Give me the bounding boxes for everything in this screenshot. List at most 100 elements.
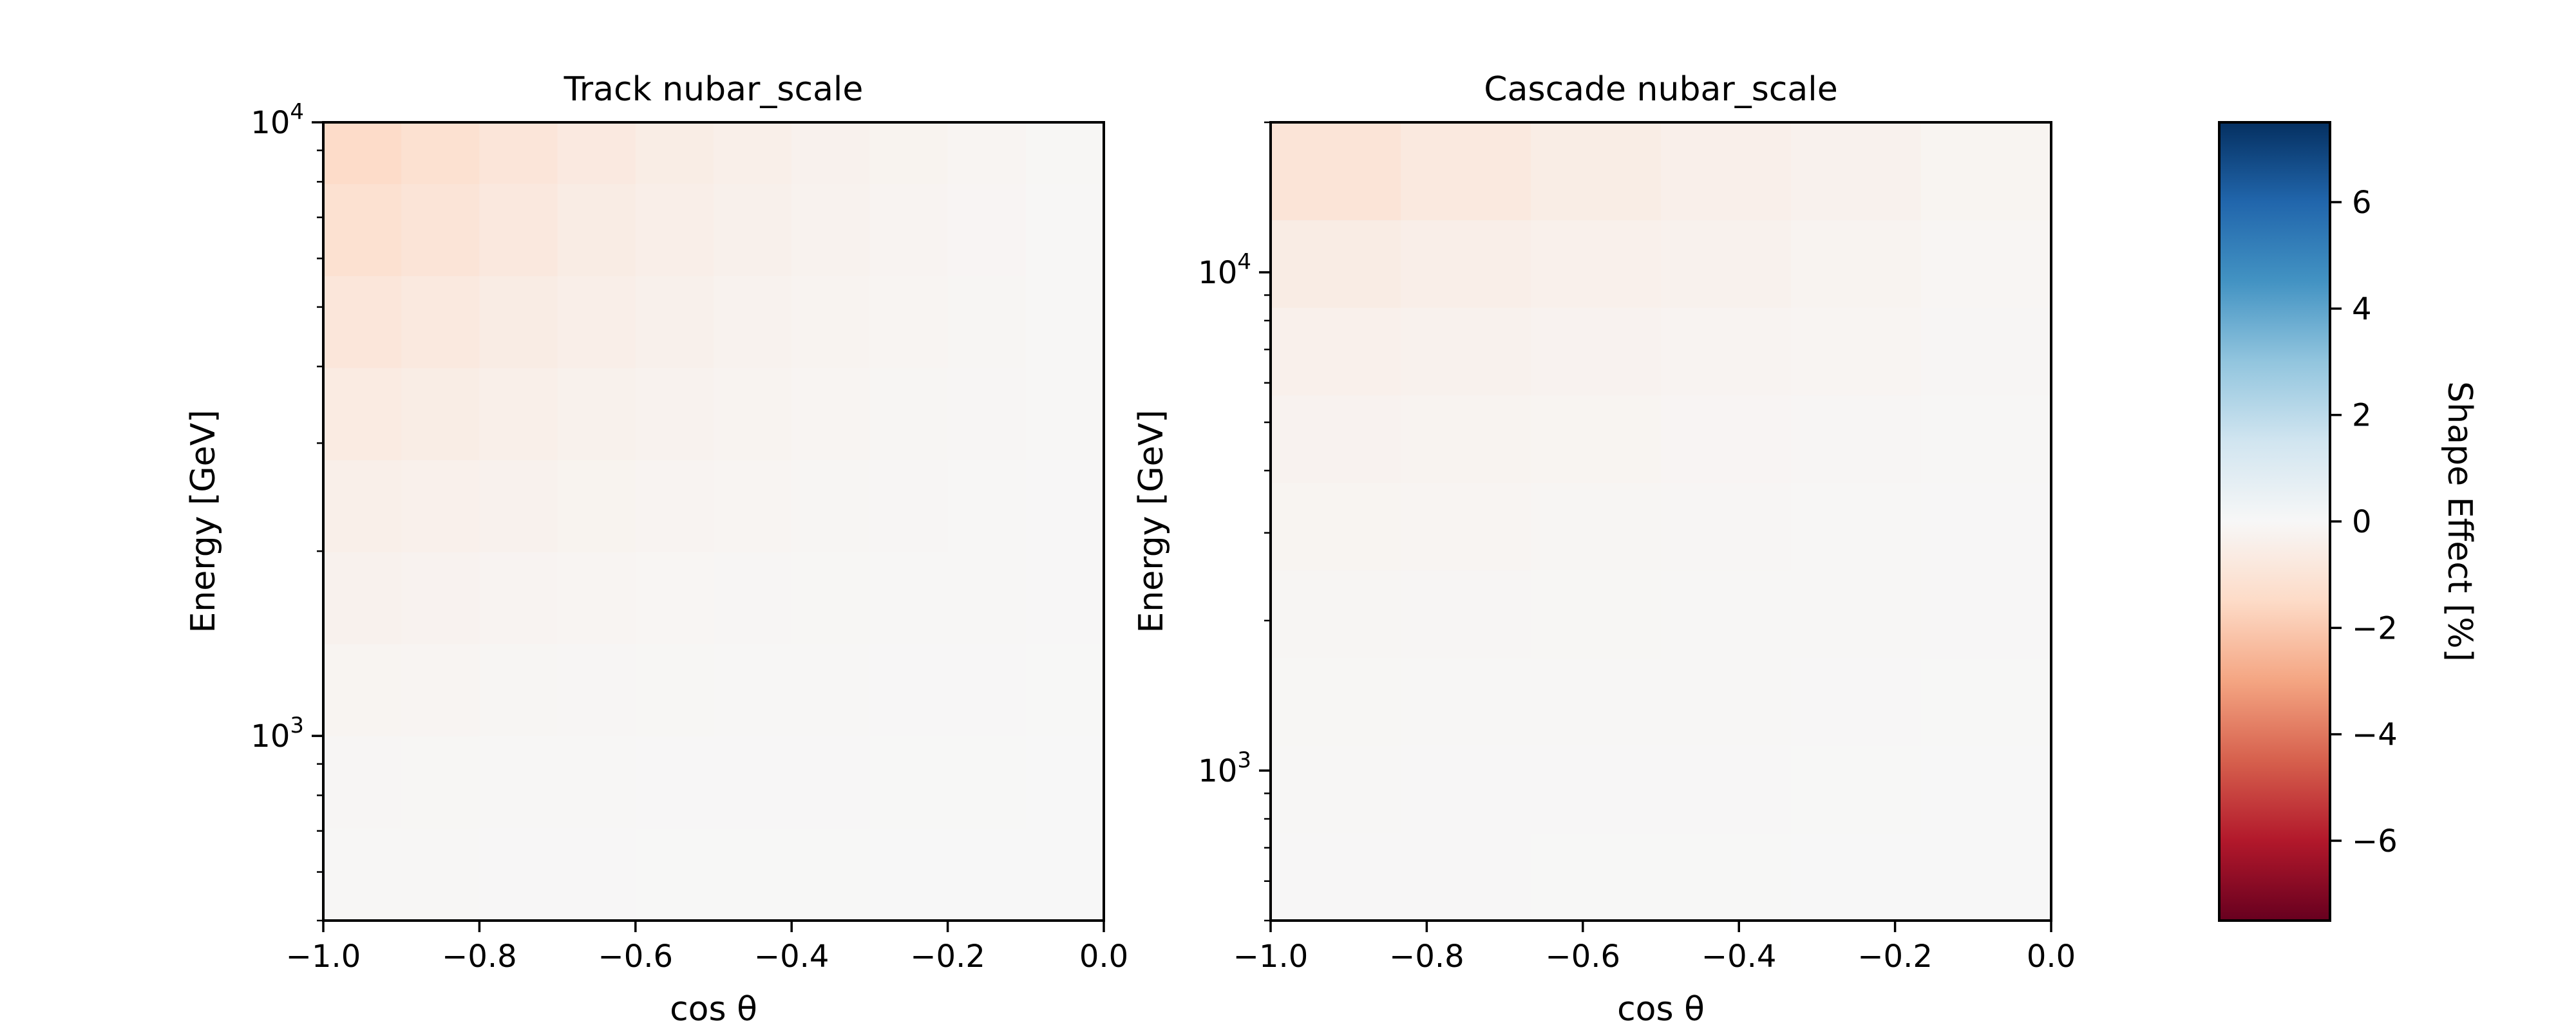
- heatmap-cell: [479, 460, 558, 552]
- heatmap-cell: [947, 643, 1027, 736]
- heatmap-cell: [714, 552, 792, 644]
- x-tick-label: −0.4: [1701, 939, 1777, 975]
- y-axis-label-cascade: Energy [GeV]: [1132, 409, 1171, 633]
- heatmap-cell: [791, 643, 870, 736]
- heatmap-cell: [1530, 570, 1662, 659]
- colorbar-label: Shape Effect [%]: [2440, 381, 2479, 662]
- heatmap-cell: [1271, 482, 1401, 571]
- heatmap-cell: [1271, 395, 1401, 483]
- heatmap-cell: [1661, 482, 1792, 571]
- heatmap-cell: [869, 122, 949, 184]
- heatmap-cell: [1025, 460, 1104, 552]
- colorbar-tick-label: −4: [2352, 717, 2398, 753]
- heatmap-cell: [1530, 395, 1662, 483]
- x-tick-label: −0.8: [1389, 939, 1464, 975]
- heatmap-cell: [323, 460, 402, 552]
- heatmap-cell: [869, 183, 949, 276]
- x-tick-label: −0.2: [1857, 939, 1933, 975]
- x-tick-label: −0.4: [754, 939, 829, 975]
- x-tick-label: −1.0: [1233, 939, 1309, 975]
- heatmap-cell: [635, 460, 714, 552]
- heatmap-cell: [1271, 220, 1401, 308]
- x-tick-label: 0.0: [2027, 939, 2076, 975]
- heatmap-cell: [1661, 220, 1792, 308]
- heatmap-cell: [1791, 122, 1922, 221]
- heatmap-cell: [1791, 657, 1922, 746]
- heatmap-cell: [401, 368, 480, 460]
- heatmap-cell: [714, 368, 792, 460]
- heatmap-cell: [635, 828, 714, 921]
- heatmap-cell: [1661, 307, 1792, 396]
- heatmap-cell: [323, 736, 402, 829]
- heatmap-cell: [401, 552, 480, 644]
- x-tick-label: −0.6: [598, 939, 674, 975]
- heatmap-cell: [635, 552, 714, 644]
- heatmap-cell: [323, 643, 402, 736]
- heatmap-cell: [323, 183, 402, 276]
- heatmap-cell: [1271, 832, 1401, 921]
- heatmap-cell: [714, 643, 792, 736]
- heatmap-cell: [869, 368, 949, 460]
- heatmap-cell: [323, 122, 402, 184]
- heatmap-cell: [1530, 657, 1662, 746]
- heatmap-cell: [791, 552, 870, 644]
- x-tick-label: −1.0: [286, 939, 361, 975]
- heatmap-cell: [557, 183, 636, 276]
- heatmap-cell: [1920, 307, 2052, 396]
- heatmap-cell: [947, 460, 1027, 552]
- y-tick-label: 104: [251, 99, 304, 141]
- heatmap-cell: [1920, 657, 2052, 746]
- heatmap-cell: [323, 368, 402, 460]
- colorbar-tick-label: 2: [2352, 398, 2372, 434]
- heatmap-cell: [1530, 482, 1662, 571]
- heatmap-cell: [479, 552, 558, 644]
- heatmap-cell: [947, 368, 1027, 460]
- heatmap-cell: [1791, 307, 1922, 396]
- heatmap-cell: [1920, 745, 2052, 834]
- x-ticks-track: −1.0 −0.8 −0.6 −0.4 −0.2 0.0: [286, 921, 1128, 975]
- panel-track: −1.0 −0.8 −0.6 −0.4 −0.2 0.0 103 104 Track nub…: [184, 70, 1128, 1029]
- heatmap-cell: [479, 276, 558, 368]
- heatmap-cell: [1661, 570, 1792, 659]
- heatmap-cell: [401, 122, 480, 184]
- colorbar-tick-label: −6: [2352, 823, 2398, 859]
- heatmap-cell: [557, 552, 636, 644]
- heatmap-cell: [1401, 745, 1531, 834]
- panel-cascade: −1.0 −0.8 −0.6 −0.4 −0.2 0.0 103 104 Cascade n…: [1132, 70, 2076, 1029]
- heatmap-cell: [1530, 307, 1662, 396]
- heatmap-cell: [791, 276, 870, 368]
- heatmap-cell: [1791, 570, 1922, 659]
- heatmap-cell: [1791, 482, 1922, 571]
- heatmap-cell: [791, 122, 870, 184]
- heatmap-cell: [1271, 657, 1401, 746]
- heatmap-cell: [1401, 570, 1531, 659]
- heatmap-cell: [947, 122, 1027, 184]
- plot-frame-cascade: [1269, 121, 2052, 922]
- heatmap-cell: [869, 643, 949, 736]
- heatmap-cell: [1401, 220, 1531, 308]
- heatmap-cell: [1271, 745, 1401, 834]
- heatmap-cell: [1271, 570, 1401, 659]
- heatmap-cell: [1791, 220, 1922, 308]
- heatmap-cell: [1920, 832, 2052, 921]
- heatmap-cell: [635, 643, 714, 736]
- heatmap-cell: [791, 460, 870, 552]
- heatmap-cell: [1661, 745, 1792, 834]
- x-tick-label: 0.0: [1079, 939, 1128, 975]
- heatmap-cell: [1401, 832, 1531, 921]
- x-axis-label-track: cos θ: [670, 990, 757, 1029]
- heatmap-cell: [323, 552, 402, 644]
- heatmap-cell: [1025, 276, 1104, 368]
- colorbar-ticks: 6 4 2 0 −2 −4 −6: [2330, 185, 2398, 859]
- heatmap-cell: [714, 736, 792, 829]
- heatmap-cell: [714, 276, 792, 368]
- heatmap-cell: [1401, 482, 1531, 571]
- heatmap-cell: [1920, 220, 2052, 308]
- heatmap-cell: [1920, 395, 2052, 483]
- x-tick-label: −0.2: [910, 939, 985, 975]
- heatmap-cell: [791, 368, 870, 460]
- heatmap-cell: [1791, 745, 1922, 834]
- x-axis-label-cascade: cos θ: [1617, 990, 1705, 1029]
- heatmap-cell: [1025, 736, 1104, 829]
